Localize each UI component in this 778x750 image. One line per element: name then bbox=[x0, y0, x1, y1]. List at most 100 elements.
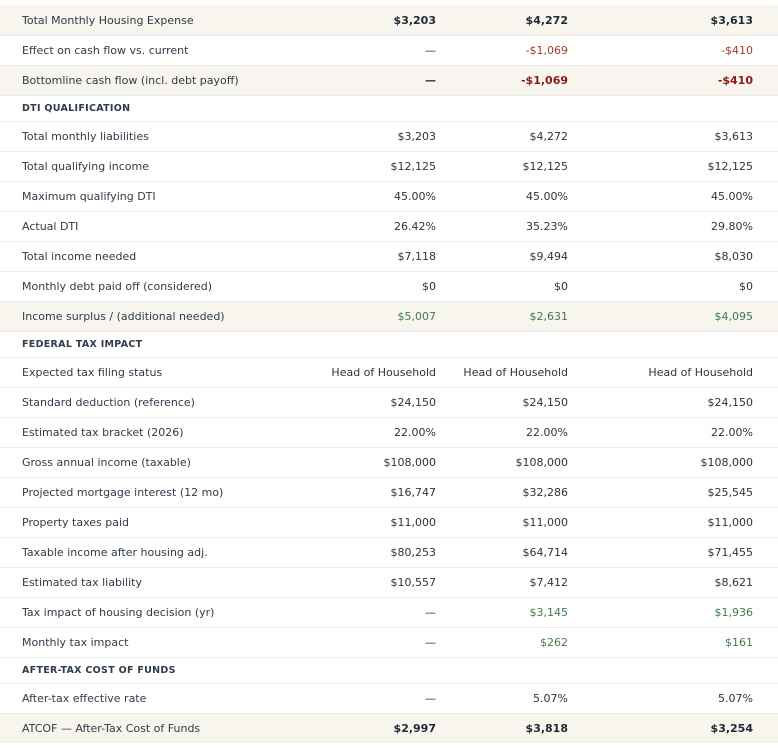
row-label: Total income needed bbox=[22, 250, 137, 263]
row-label: After-tax effective rate bbox=[22, 692, 147, 705]
table-row: Total monthly liabilities $3,203 $4,272 $3,… bbox=[0, 121, 778, 151]
value-col-2: $3,145 bbox=[529, 606, 569, 619]
row-label: Monthly tax impact bbox=[22, 636, 129, 649]
value-col-1: $5,007 bbox=[397, 310, 437, 323]
row-label: Tax impact of housing decision (yr) bbox=[22, 606, 215, 619]
row-label: Actual DTI bbox=[22, 220, 79, 233]
value-col-1: — bbox=[425, 606, 436, 619]
value-col-2: -$1,069 bbox=[520, 74, 568, 87]
value-col-2: $64,714 bbox=[522, 546, 569, 559]
row-label: Standard deduction (reference) bbox=[22, 396, 195, 409]
table-row: ATCOF — After-Tax Cost of Funds $2,997 $3,… bbox=[0, 713, 778, 743]
row-label: Expected tax filing status bbox=[22, 366, 163, 379]
value-col-2: $0 bbox=[554, 280, 568, 293]
section-header: DTI QUALIFICATION bbox=[0, 95, 778, 121]
value-col-2: $24,150 bbox=[522, 396, 569, 409]
value-col-2: 5.07% bbox=[533, 692, 568, 705]
value-col-3: $11,000 bbox=[707, 516, 754, 529]
value-col-1: $3,203 bbox=[393, 13, 436, 27]
value-col-2: $11,000 bbox=[522, 516, 569, 529]
table-row: After-tax effective rate — 5.07% 5.07% bbox=[0, 683, 778, 713]
value-col-3: $0 bbox=[739, 280, 753, 293]
value-col-1: 22.00% bbox=[394, 426, 436, 439]
value-col-1: 45.00% bbox=[394, 190, 436, 203]
value-col-1: $11,000 bbox=[390, 516, 437, 529]
value-col-3: $3,613 bbox=[710, 13, 753, 27]
value-col-2: $4,272 bbox=[529, 130, 569, 143]
row-label: Total qualifying income bbox=[22, 160, 149, 173]
value-col-2: 35.23% bbox=[526, 220, 568, 233]
value-col-3: $3,254 bbox=[710, 722, 753, 735]
value-col-2: $108,000 bbox=[515, 456, 569, 469]
table-row: Actual DTI 26.42% 35.23% 29.80% bbox=[0, 211, 778, 241]
value-col-1: — bbox=[425, 74, 436, 87]
section-title: AFTER-TAX COST OF FUNDS bbox=[22, 665, 176, 676]
value-col-1: $16,747 bbox=[390, 486, 437, 499]
value-col-3: Head of Household bbox=[648, 366, 753, 379]
row-label: Monthly debt paid off (considered) bbox=[22, 280, 213, 293]
value-col-3: -$410 bbox=[717, 74, 753, 87]
row-label: Total Monthly Housing Expense bbox=[22, 13, 194, 27]
row-label: Property taxes paid bbox=[22, 516, 130, 529]
table-row: Total qualifying income $12,125 $12,125 $12… bbox=[0, 151, 778, 181]
row-label: Maximum qualifying DTI bbox=[22, 190, 156, 203]
value-col-3: 5.07% bbox=[718, 692, 753, 705]
row-label: Total monthly liabilities bbox=[22, 130, 149, 143]
value-col-3: $8,621 bbox=[714, 576, 754, 589]
value-col-1: $3,203 bbox=[397, 130, 437, 143]
table-row: Maximum qualifying DTI 45.00% 45.00% 45.00% bbox=[0, 181, 778, 211]
table-row: Gross annual income (taxable) $108,000 $10… bbox=[0, 447, 778, 477]
row-label: Income surplus / (additional needed) bbox=[22, 310, 225, 323]
value-col-1: $2,997 bbox=[393, 722, 436, 735]
value-col-1: — bbox=[425, 636, 436, 649]
value-col-3: 45.00% bbox=[711, 190, 753, 203]
value-col-3: $24,150 bbox=[707, 396, 754, 409]
table-row: Monthly tax impact — $262 $161 bbox=[0, 627, 778, 657]
value-col-1: $108,000 bbox=[383, 456, 437, 469]
row-label: ATCOF — After-Tax Cost of Funds bbox=[22, 722, 201, 735]
row-label: Projected mortgage interest (12 mo) bbox=[22, 486, 224, 499]
value-col-2: $3,818 bbox=[525, 722, 568, 735]
value-col-1: — bbox=[425, 692, 436, 705]
table-row: Total Monthly Housing Expense $3,203 $4,27… bbox=[0, 5, 778, 35]
table-row: Taxable income after housing adj. $80,253… bbox=[0, 537, 778, 567]
section-title: DTI QUALIFICATION bbox=[22, 103, 131, 114]
value-col-2: $2,631 bbox=[529, 310, 569, 323]
section-header: FEDERAL TAX IMPACT bbox=[0, 331, 778, 357]
value-col-1: $10,557 bbox=[390, 576, 437, 589]
value-col-1: Head of Household bbox=[331, 366, 436, 379]
value-col-2: 22.00% bbox=[526, 426, 568, 439]
value-col-1: — bbox=[425, 44, 436, 57]
value-col-3: $12,125 bbox=[707, 160, 754, 173]
value-col-3: $3,613 bbox=[714, 130, 754, 143]
value-col-2: $32,286 bbox=[522, 486, 569, 499]
value-col-1: 26.42% bbox=[394, 220, 436, 233]
row-label: Bottomline cash flow (incl. debt payoff) bbox=[22, 74, 239, 87]
table-row: Expected tax filing status Head of Househ… bbox=[0, 357, 778, 387]
row-label: Estimated tax liability bbox=[22, 576, 142, 589]
table-row: Total income needed $7,118 $9,494 $8,030 bbox=[0, 241, 778, 271]
table-row: Estimated tax bracket (2026) 22.00% 22.00%… bbox=[0, 417, 778, 447]
table-row: Estimated tax liability $10,557 $7,412 $8,6… bbox=[0, 567, 778, 597]
value-col-1: $0 bbox=[422, 280, 436, 293]
table-row: Monthly debt paid off (considered) $0 $0 $0 bbox=[0, 271, 778, 301]
value-col-3: $4,095 bbox=[714, 310, 754, 323]
value-col-2: $4,272 bbox=[525, 13, 568, 27]
value-col-1: $80,253 bbox=[390, 546, 437, 559]
value-col-2: 45.00% bbox=[526, 190, 568, 203]
value-col-2: Head of Household bbox=[463, 366, 568, 379]
section-title: FEDERAL TAX IMPACT bbox=[22, 339, 143, 350]
value-col-3: -$410 bbox=[721, 44, 753, 57]
value-col-1: $24,150 bbox=[390, 396, 437, 409]
table-row: Bottomline cash flow (incl. debt payoff)… bbox=[0, 65, 778, 95]
value-col-3: 29.80% bbox=[711, 220, 753, 233]
value-col-1: $12,125 bbox=[390, 160, 437, 173]
value-col-3: 22.00% bbox=[711, 426, 753, 439]
table-row: Standard deduction (reference) $24,150 $24… bbox=[0, 387, 778, 417]
table-row: Income surplus / (additional needed) $5,0… bbox=[0, 301, 778, 331]
value-col-2: $9,494 bbox=[529, 250, 569, 263]
value-col-1: $7,118 bbox=[397, 250, 437, 263]
row-label: Taxable income after housing adj. bbox=[22, 546, 208, 559]
value-col-3: $25,545 bbox=[707, 486, 754, 499]
section-header: AFTER-TAX COST OF FUNDS bbox=[0, 657, 778, 683]
